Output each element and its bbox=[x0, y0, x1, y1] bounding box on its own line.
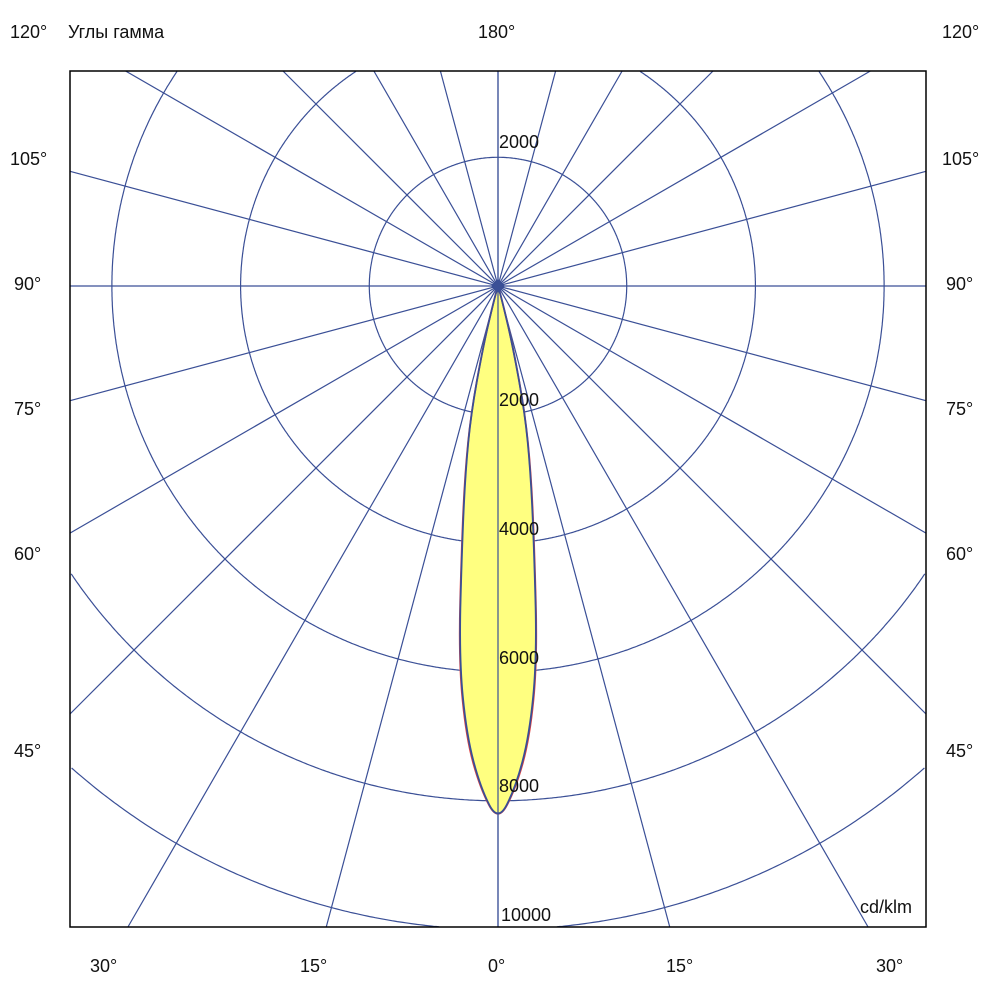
ring-label: 4000 bbox=[499, 519, 540, 539]
grid-spoke bbox=[325, 70, 557, 928]
grid-spoke bbox=[69, 70, 871, 534]
angle-label-left: 90° bbox=[14, 274, 42, 294]
center-marker bbox=[490, 278, 506, 294]
angle-label-right: 60° bbox=[946, 544, 974, 564]
grid-ring bbox=[240, 70, 756, 544]
angle-label-bottom: 15° bbox=[666, 956, 694, 976]
diagram-title: Углы гамма bbox=[68, 22, 165, 42]
angle-label-left: 105° bbox=[10, 149, 48, 169]
grid-spoke bbox=[439, 70, 671, 928]
angle-label-bottom: 30° bbox=[90, 956, 118, 976]
angle-label-left: 60° bbox=[14, 544, 42, 564]
angle-label-right: 105° bbox=[942, 149, 980, 169]
angle-label-left: 45° bbox=[14, 741, 42, 761]
angle-label-right: 75° bbox=[946, 399, 974, 419]
angle-label-bottom: 30° bbox=[876, 956, 904, 976]
angle-label-bottom: 15° bbox=[300, 956, 328, 976]
intensity-curve-c0 bbox=[459, 282, 537, 815]
grid-spoke bbox=[373, 70, 869, 928]
ring-label: 10000 bbox=[501, 905, 552, 925]
ring-label: 2000 bbox=[499, 132, 540, 152]
angle-label-left: 120° bbox=[10, 22, 48, 42]
grid-spoke bbox=[282, 70, 927, 715]
angle-label-bottom: 0° bbox=[488, 956, 506, 976]
ring-label: 2000 bbox=[499, 390, 540, 410]
angle-label-top: 180° bbox=[478, 22, 516, 42]
grid-ring bbox=[111, 71, 885, 673]
angle-label-right: 45° bbox=[946, 741, 974, 761]
unit-label: cd/klm bbox=[860, 897, 913, 917]
grid-spoke bbox=[127, 70, 623, 928]
plot-frame bbox=[69, 70, 927, 928]
grid-ring bbox=[71, 767, 925, 928]
angle-label-left: 75° bbox=[14, 399, 42, 419]
grid-spoke bbox=[125, 70, 927, 534]
angle-label-right: 120° bbox=[942, 22, 980, 42]
ring-label: 6000 bbox=[499, 648, 540, 668]
angle-label-right: 90° bbox=[946, 274, 974, 294]
ring-label: 8000 bbox=[499, 776, 540, 796]
grid-spoke bbox=[69, 70, 714, 715]
